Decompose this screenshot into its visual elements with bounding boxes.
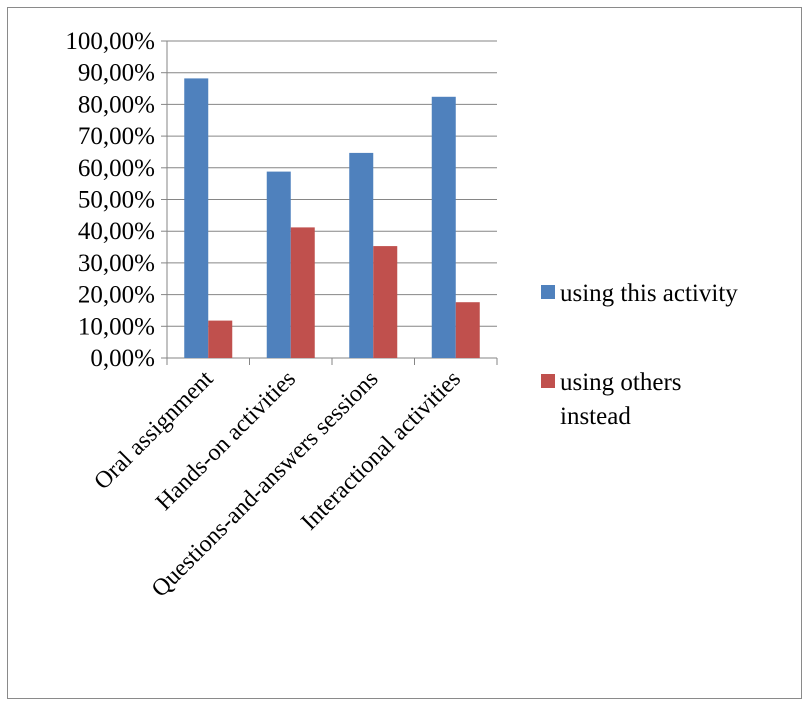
bar bbox=[266, 171, 291, 358]
bar bbox=[349, 152, 374, 358]
chart-frame bbox=[7, 7, 802, 699]
legend-swatch bbox=[541, 285, 555, 299]
x-category-label: Interactional activities bbox=[296, 366, 466, 536]
y-tick-label: 50,00% bbox=[78, 187, 155, 214]
bar bbox=[431, 96, 456, 359]
y-tick-label: 10,00% bbox=[78, 313, 155, 340]
y-tick-label: 100,00% bbox=[65, 28, 155, 55]
bar bbox=[208, 320, 233, 358]
bar bbox=[290, 227, 315, 358]
bar bbox=[373, 246, 398, 358]
legend-label: instead bbox=[560, 403, 631, 430]
y-tick-label: 80,00% bbox=[78, 91, 155, 118]
y-tick-label: 90,00% bbox=[78, 60, 155, 87]
x-category-label: Hands-on activities bbox=[151, 366, 301, 516]
y-tick-label: 60,00% bbox=[78, 155, 155, 182]
y-tick-label: 20,00% bbox=[78, 282, 155, 309]
y-tick-label: 70,00% bbox=[78, 123, 155, 150]
bar bbox=[455, 302, 480, 358]
y-tick-label: 40,00% bbox=[78, 218, 155, 245]
legend-label: using this activity bbox=[560, 280, 738, 307]
y-tick-label: 30,00% bbox=[78, 250, 155, 277]
legend-swatch bbox=[541, 374, 555, 388]
legend-label: using others bbox=[560, 369, 682, 396]
y-tick-label: 0,00% bbox=[90, 345, 155, 372]
bar bbox=[184, 78, 209, 358]
